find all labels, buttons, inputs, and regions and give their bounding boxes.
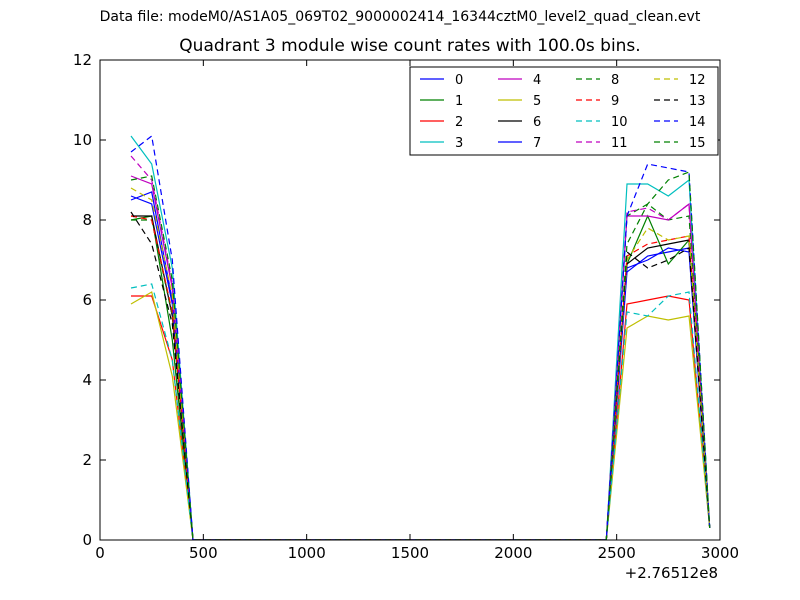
x-tick-label: 3000 <box>701 544 739 562</box>
legend-label-0: 0 <box>455 73 463 88</box>
series-line-3 <box>130 135 711 540</box>
legend-label-11: 11 <box>611 136 628 151</box>
x-tick-label: 500 <box>189 544 218 562</box>
legend-label-4: 4 <box>533 73 541 88</box>
y-tick-label: 4 <box>82 371 92 389</box>
legend-label-10: 10 <box>611 115 628 130</box>
legend-label-2: 2 <box>455 115 463 130</box>
x-tick-label: 1500 <box>391 544 429 562</box>
legend-label-14: 14 <box>689 115 706 130</box>
series-line-14 <box>130 134 711 540</box>
series-line-15 <box>130 171 711 540</box>
y-tick-label: 6 <box>82 291 92 309</box>
legend-label-8: 8 <box>611 73 619 88</box>
x-tick-label: 2500 <box>598 544 636 562</box>
y-tick-label: 10 <box>73 131 92 149</box>
legend-label-9: 9 <box>611 94 619 109</box>
x-tick-label: 2000 <box>494 544 532 562</box>
legend-label-15: 15 <box>689 136 706 151</box>
legend-label-7: 7 <box>533 136 541 151</box>
y-tick-label: 2 <box>82 451 92 469</box>
legend-label-6: 6 <box>533 115 541 130</box>
legend-box <box>409 66 719 156</box>
x-tick-label: 1000 <box>288 544 326 562</box>
legend-label-5: 5 <box>533 94 541 109</box>
series-line-4 <box>130 175 711 540</box>
plot-lines <box>130 134 711 540</box>
legend-label-1: 1 <box>455 94 463 109</box>
y-tick-label: 8 <box>82 211 92 229</box>
series-line-10 <box>130 283 711 540</box>
data-file-suptitle: Data file: modeM0/AS1A05_069T02_90000024… <box>99 9 701 25</box>
x-tick-label: 0 <box>95 544 105 562</box>
legend-label-3: 3 <box>455 136 463 151</box>
chart-title: Quadrant 3 module wise count rates with … <box>179 36 641 56</box>
legend-label-12: 12 <box>689 73 706 88</box>
y-tick-label: 12 <box>73 51 92 69</box>
axis-ticks <box>99 59 721 541</box>
legend-label-13: 13 <box>689 94 706 109</box>
y-tick-label: 0 <box>82 531 92 549</box>
x-axis-offset-label: +2.76512e8 <box>625 564 718 582</box>
